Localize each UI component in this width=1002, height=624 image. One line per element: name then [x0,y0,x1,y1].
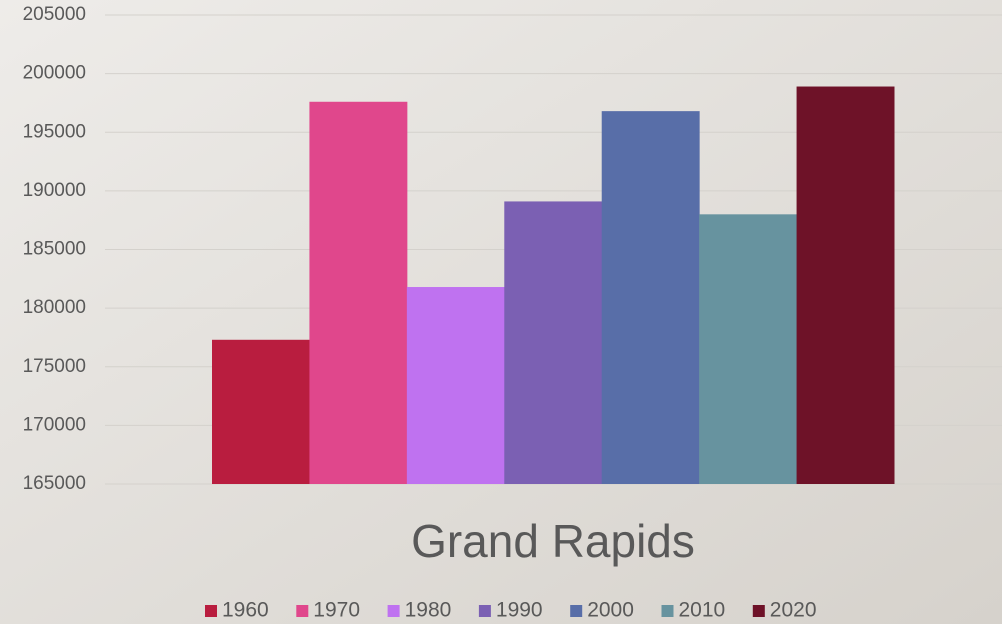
legend-label: 2000 [587,599,634,622]
legend-label: 1980 [405,599,452,622]
bar [309,101,408,484]
legend-label: 1970 [313,599,360,622]
legend-swatch [205,605,217,617]
x-tick-label: Grand Rapids [411,515,695,567]
bar [212,339,310,484]
legend-label: 2010 [679,599,726,622]
legend-swatch [478,605,491,617]
y-tick-label: 190000 [23,180,86,201]
bar [601,111,700,485]
y-tick-label: 165000 [23,473,86,494]
legend-swatch [661,605,674,617]
legend-swatch [752,605,765,617]
legend-swatch [296,605,309,617]
legend-label: 1990 [496,599,543,622]
y-tick-label: 205000 [23,4,86,25]
y-tick-label: 180000 [23,297,86,318]
legend-swatch [387,605,400,617]
bar [796,86,895,485]
bar [406,287,505,484]
legend-label: 1960 [222,599,269,622]
bar [504,201,603,485]
y-tick-label: 170000 [23,414,86,435]
y-tick-label: 175000 [23,356,86,377]
legend-swatch [570,605,583,617]
y-tick-label: 185000 [23,239,86,260]
legend-label: 2020 [770,599,817,622]
y-tick-label: 200000 [23,63,86,84]
y-tick-label: 195000 [23,121,86,142]
bar [699,214,798,484]
